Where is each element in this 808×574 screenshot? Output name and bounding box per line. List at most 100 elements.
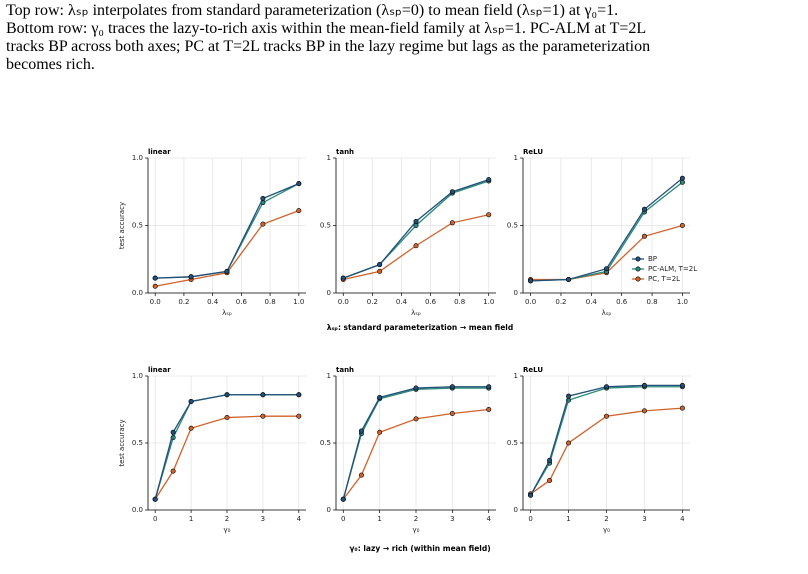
data-point xyxy=(358,428,364,434)
x-tick-label: 1.0 xyxy=(677,298,688,306)
y-axis-label: test accuracy xyxy=(118,419,126,466)
x-tick-label: 0.0 xyxy=(150,298,161,306)
data-point xyxy=(449,384,455,390)
x-tick-label: 0 xyxy=(153,515,157,523)
legend-marker xyxy=(635,276,641,282)
x-axis-label: γ₀ xyxy=(413,526,420,534)
y-tick-label: 1 xyxy=(327,154,331,162)
x-tick-label: 0.6 xyxy=(616,298,628,306)
y-tick-label: 1.0 xyxy=(132,372,143,380)
data-point xyxy=(260,392,266,398)
x-tick-label: 4 xyxy=(680,515,685,523)
x-tick-label: 0.2 xyxy=(555,298,566,306)
x-tick-label: 0.6 xyxy=(236,298,248,306)
x-tick-label: 0 xyxy=(341,515,345,523)
x-tick-label: 0.2 xyxy=(367,298,378,306)
data-point xyxy=(377,262,383,268)
y-tick-label: 0.0 xyxy=(132,289,143,297)
y-tick-label: 0.0 xyxy=(132,506,143,514)
x-tick-label: 4 xyxy=(486,515,491,523)
data-point xyxy=(486,177,492,183)
data-point xyxy=(358,472,364,478)
data-point xyxy=(679,405,685,411)
x-tick-label: 0.0 xyxy=(525,298,536,306)
series-line xyxy=(343,178,489,279)
data-point xyxy=(566,440,572,446)
data-point xyxy=(188,398,194,404)
series-line xyxy=(343,180,489,279)
series-line xyxy=(530,407,683,495)
x-axis-label: λₛₚ xyxy=(411,309,421,317)
data-point xyxy=(260,196,266,202)
y-tick-label: 0 xyxy=(514,506,518,514)
y-tick-label: 0.5 xyxy=(507,222,518,230)
data-point xyxy=(566,276,572,282)
y-tick-label: 0.5 xyxy=(320,439,331,447)
data-point xyxy=(296,208,302,214)
data-point xyxy=(377,268,383,274)
data-point xyxy=(603,384,609,390)
data-point xyxy=(224,392,230,398)
chart-title: ReLU xyxy=(523,366,543,374)
x-axis-label: λₛₚ xyxy=(602,309,612,317)
data-point xyxy=(413,385,419,391)
data-point xyxy=(377,429,383,435)
x-tick-label: 3 xyxy=(450,515,454,523)
data-point xyxy=(340,275,346,281)
series-line xyxy=(155,183,300,279)
data-point xyxy=(603,413,609,419)
series-line xyxy=(155,183,300,279)
y-tick-label: 0 xyxy=(514,289,518,297)
x-axis-label: λₛₚ xyxy=(222,309,232,317)
x-tick-label: 3 xyxy=(261,515,265,523)
y-tick-label: 1 xyxy=(514,372,518,380)
data-point xyxy=(296,413,302,419)
x-tick-label: 0.2 xyxy=(178,298,189,306)
data-point xyxy=(170,468,176,474)
series-line xyxy=(530,386,683,496)
y-tick-label: 0 xyxy=(327,289,331,297)
x-tick-label: 1.0 xyxy=(483,298,494,306)
x-tick-label: 2 xyxy=(414,515,418,523)
data-point xyxy=(679,179,685,185)
data-point xyxy=(679,175,685,181)
data-point xyxy=(449,220,455,226)
legend-marker xyxy=(635,266,641,272)
y-tick-label: 0.5 xyxy=(132,439,143,447)
x-tick-label: 2 xyxy=(225,515,229,523)
x-tick-label: 3 xyxy=(642,515,646,523)
x-tick-label: 0.0 xyxy=(338,298,349,306)
legend-label: PC-ALM, T=2L xyxy=(648,265,697,273)
data-point xyxy=(449,189,455,195)
data-point xyxy=(188,274,194,280)
row-label: λₛₚ: standard parameterization → mean fi… xyxy=(327,323,513,332)
data-point xyxy=(641,206,647,212)
data-point xyxy=(413,218,419,224)
series-line xyxy=(342,408,489,500)
chart-title: tanh xyxy=(336,366,354,374)
data-point xyxy=(152,496,158,502)
row-label: γ₀: lazy → rich (within mean field) xyxy=(349,544,490,553)
data-point xyxy=(547,478,553,484)
caption-line: Bottom row: γ₀ traces the lazy-to-rich a… xyxy=(6,20,646,37)
data-point xyxy=(377,394,383,400)
data-point xyxy=(152,275,158,281)
series-line xyxy=(530,384,683,496)
series-line xyxy=(342,386,489,500)
y-tick-label: 0.5 xyxy=(320,222,331,230)
y-tick-label: 0.5 xyxy=(507,439,518,447)
x-tick-label: 1.0 xyxy=(293,298,304,306)
x-tick-label: 0.6 xyxy=(425,298,437,306)
x-axis-label: γ₀ xyxy=(224,526,231,534)
data-point xyxy=(679,223,685,229)
data-point xyxy=(152,283,158,289)
x-tick-label: 0.8 xyxy=(265,298,276,306)
series-line xyxy=(154,394,299,500)
data-point xyxy=(296,181,302,187)
y-tick-label: 1.0 xyxy=(132,154,143,162)
x-tick-label: 1 xyxy=(377,515,381,523)
caption-line: becomes rich. xyxy=(6,56,95,73)
data-point xyxy=(224,268,230,274)
y-tick-label: 1 xyxy=(514,154,518,162)
